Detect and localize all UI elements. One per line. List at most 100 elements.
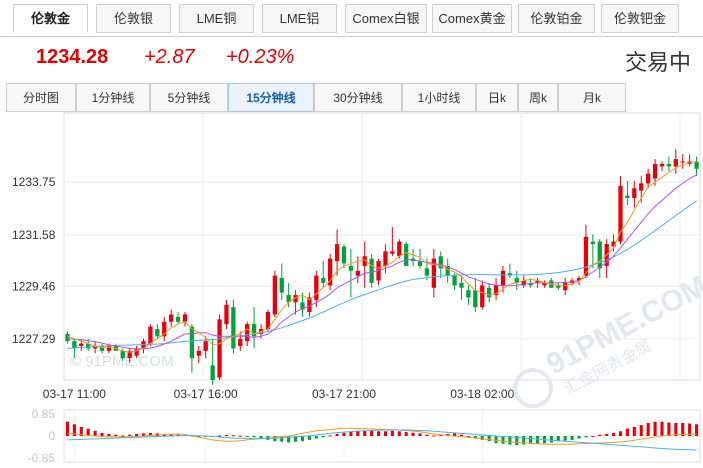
candle: [217, 314, 222, 380]
macd-bar: [418, 433, 422, 436]
candle-body: [134, 348, 139, 356]
macd-bar: [370, 430, 374, 436]
macd-bar: [224, 434, 229, 436]
macd-bar: [100, 432, 104, 436]
macd-bar: [314, 436, 318, 439]
candle: [452, 273, 457, 291]
macd-bar: [245, 436, 249, 437]
macd-bar: [453, 433, 457, 436]
tab-intraday[interactable]: 分时图: [6, 83, 76, 112]
candle: [673, 149, 678, 174]
tab-lme-aluminium[interactable]: LME铝: [262, 4, 337, 33]
candle-body: [175, 316, 181, 322]
candle-body: [521, 280, 526, 286]
candle: [611, 234, 616, 252]
candle-body: [535, 280, 540, 283]
candle-body: [542, 282, 547, 286]
time-tick-label: 03-17 16:00: [174, 387, 238, 401]
candle-body: [666, 163, 672, 167]
candle: [652, 159, 658, 186]
candle-body: [680, 161, 685, 163]
macd-bar: [688, 423, 692, 436]
tab-lme-copper[interactable]: LME铜: [179, 4, 254, 33]
tab-30min[interactable]: 30分钟线: [314, 83, 402, 112]
tab-daily[interactable]: 日k: [476, 83, 518, 112]
tab-london-gold[interactable]: 伦敦金: [13, 4, 88, 33]
candle-body: [625, 195, 630, 198]
macd-bar: [694, 424, 699, 436]
candle: [286, 282, 291, 308]
candle: [431, 248, 436, 298]
macd-bar: [618, 431, 623, 436]
tab-london-palladium[interactable]: 伦敦钯金: [601, 4, 679, 33]
candle: [113, 343, 118, 351]
moving-averages: [67, 161, 697, 353]
macd-bar: [535, 436, 540, 444]
tab-1hour[interactable]: 1小时线: [402, 83, 476, 112]
tab-monthly[interactable]: 月k: [558, 83, 626, 112]
tab-comex-silver[interactable]: Comex白银: [345, 4, 427, 33]
ma20-line: [67, 200, 697, 349]
macd-bar: [238, 435, 242, 437]
candle-body: [86, 343, 91, 349]
watermark: © 91PME.COM 91PME.COM 汇金网贵金属: [70, 269, 703, 409]
candle: [307, 292, 312, 317]
candle-body: [300, 302, 305, 310]
period-tab-bar: 分时图 1分钟线 5分钟线 15分钟线 30分钟线 1小时线 日k 周k 月k: [0, 83, 703, 112]
macd-bar: [72, 424, 76, 436]
candle: [272, 270, 277, 317]
macd-bar: [217, 435, 222, 437]
macd-bar: [667, 422, 671, 436]
candle: [500, 265, 506, 293]
macd-bar: [646, 423, 650, 436]
candle-body: [459, 282, 464, 288]
macd-bar: [473, 436, 477, 439]
price-tick-label: 1231.58: [12, 228, 56, 242]
candle: [666, 156, 672, 172]
macd-bar: [287, 436, 291, 443]
ma10-line: [67, 174, 697, 350]
macd-bar: [508, 436, 512, 445]
candle: [480, 280, 485, 310]
macd-bar: [259, 436, 263, 439]
candle-body: [583, 236, 589, 276]
candle-body: [487, 287, 492, 298]
candle-body: [189, 326, 195, 359]
macd-bar: [501, 436, 505, 444]
macd-bar: [86, 428, 90, 436]
candle-body: [79, 343, 84, 347]
candle: [556, 282, 561, 291]
candle: [134, 346, 139, 359]
candle-body: [652, 163, 658, 179]
tab-1min[interactable]: 1分钟线: [76, 83, 150, 112]
candle-body: [99, 346, 105, 351]
macd-bar: [411, 432, 415, 436]
candle: [300, 292, 305, 317]
candle-body: [279, 278, 284, 293]
candle: [245, 321, 250, 347]
macd-bar: [93, 430, 97, 436]
macd-bar: [376, 431, 381, 436]
tab-comex-gold[interactable]: Comex黄金: [432, 4, 512, 33]
macd-bar: [404, 432, 408, 436]
tab-london-silver[interactable]: 伦敦银: [96, 4, 171, 33]
candle-body: [92, 346, 98, 349]
macd-bar: [390, 430, 394, 436]
macd-tick-label: 0: [48, 429, 55, 443]
candle-body: [466, 290, 471, 298]
macd-bar: [252, 436, 256, 438]
candle: [341, 244, 347, 269]
tab-15min[interactable]: 15分钟线: [228, 83, 314, 112]
tab-weekly[interactable]: 周k: [518, 83, 558, 112]
tab-london-platinum[interactable]: 伦敦铂金: [518, 4, 595, 33]
time-axis: 03-17 11:00 03-17 16:00 03-17 21:00 03-18 0…: [43, 387, 515, 401]
candle: [521, 275, 526, 288]
candle: [514, 270, 519, 291]
candle-body: [231, 307, 236, 349]
tab-5min[interactable]: 5分钟线: [150, 83, 228, 112]
candle-body: [120, 350, 125, 359]
candle: [659, 161, 665, 172]
price-tick-label: 1227.29: [12, 332, 56, 346]
macd-bar: [681, 423, 685, 436]
